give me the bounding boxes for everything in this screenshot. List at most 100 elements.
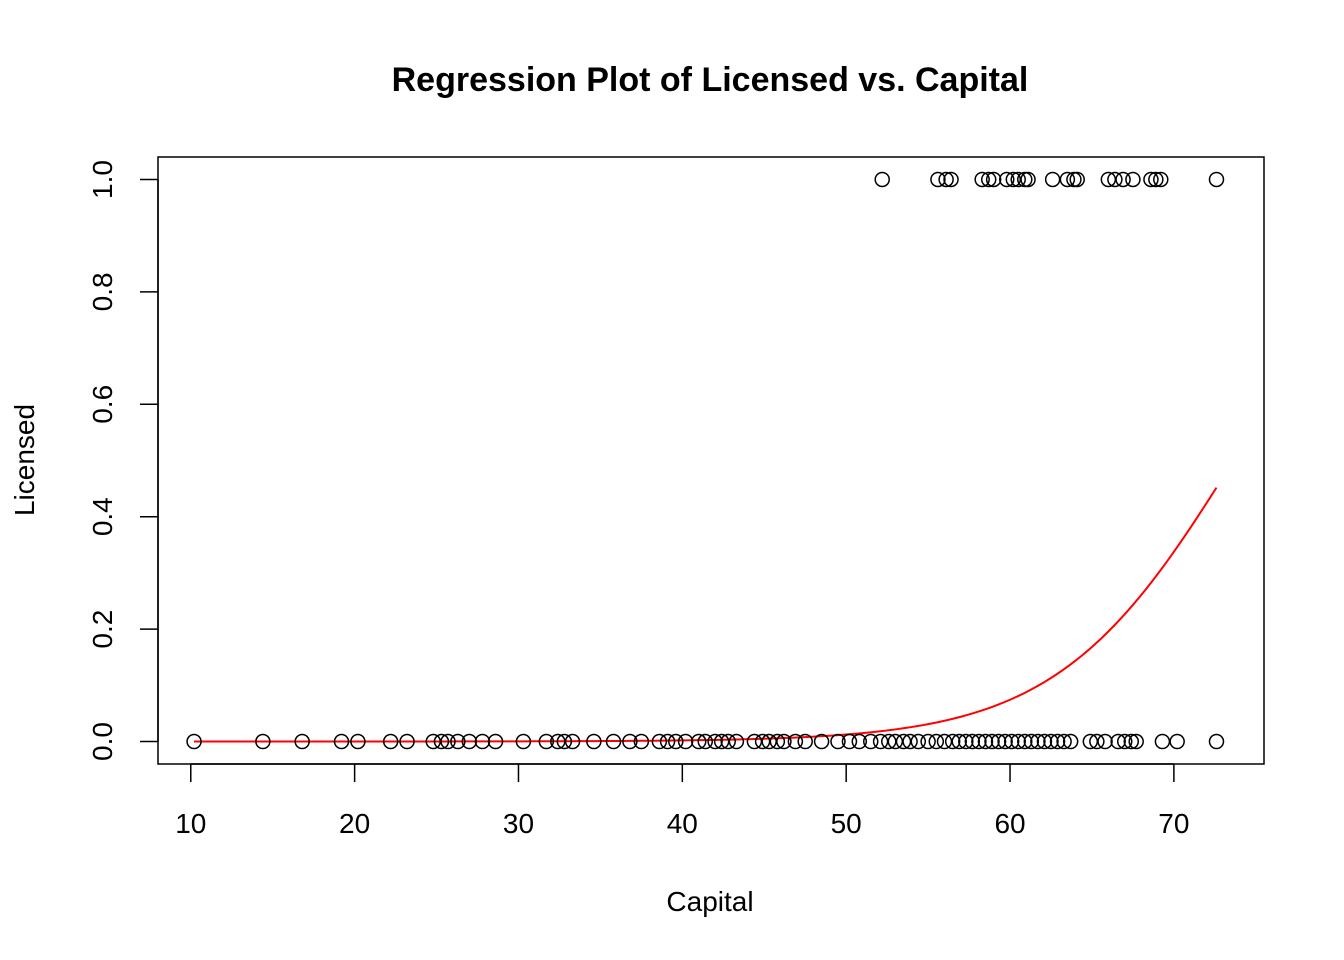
- x-axis-label: Capital: [666, 886, 753, 917]
- data-point: [433, 733, 450, 750]
- x-tick-label: 20: [339, 808, 370, 839]
- data-point: [1107, 171, 1123, 188]
- data-point: [333, 733, 350, 750]
- data-point: [1056, 733, 1072, 750]
- chart-title: Regression Plot of Licensed vs. Capital: [392, 61, 1029, 99]
- data-point: [564, 733, 581, 750]
- data-point: [1208, 171, 1225, 188]
- data-point: [668, 733, 684, 750]
- data-point: [1089, 733, 1105, 750]
- data-point: [928, 733, 945, 750]
- data-point: [1097, 733, 1113, 750]
- data-point: [720, 733, 736, 750]
- y-axis: 0.0 0.2 0.4 0.6 0.8 1.0: [87, 160, 159, 761]
- x-tick-label: 10: [175, 808, 206, 839]
- data-point: [1010, 733, 1026, 750]
- x-tick-label: 30: [503, 808, 534, 839]
- data-point: [851, 733, 868, 750]
- fit-curve: [194, 487, 1218, 743]
- data-point: [515, 733, 532, 750]
- data-point: [872, 733, 889, 750]
- data-point: [813, 733, 830, 750]
- data-point: [1069, 171, 1085, 188]
- data-point: [690, 733, 707, 750]
- data-point: [728, 733, 745, 750]
- y-tick-label: 0.8: [87, 272, 118, 311]
- data-point: [910, 733, 927, 750]
- data-point: [659, 733, 676, 750]
- x-tick-label: 60: [994, 808, 1025, 839]
- x-tick-label: 70: [1158, 808, 1189, 839]
- data-point: [382, 733, 399, 750]
- x-axis: 10 20 30 40 50 60 70: [175, 763, 1189, 839]
- data-point: [461, 733, 478, 750]
- data-point: [1010, 171, 1026, 188]
- data-point: [944, 733, 961, 750]
- data-point: [440, 733, 456, 750]
- data-point: [1208, 733, 1225, 750]
- data-point: [1043, 733, 1059, 750]
- data-point: [633, 733, 650, 750]
- data-point: [707, 733, 723, 750]
- data-point: [999, 171, 1015, 188]
- data-point: [556, 733, 573, 750]
- data-point: [1125, 171, 1141, 188]
- data-point: [1023, 733, 1040, 750]
- data-point: [1123, 733, 1140, 750]
- data-point: [1110, 733, 1126, 750]
- data-point: [797, 733, 813, 750]
- y-tick-label: 1.0: [87, 160, 118, 199]
- data-point: [874, 171, 890, 188]
- data-point: [769, 733, 786, 750]
- data-point: [841, 733, 858, 750]
- data-point: [902, 733, 918, 750]
- data-point: [1115, 171, 1131, 188]
- data-point: [1116, 733, 1133, 750]
- data-point: [487, 733, 504, 750]
- data-point: [651, 733, 668, 750]
- data-point: [1044, 171, 1061, 188]
- data-point: [1148, 171, 1164, 188]
- data-point: [863, 733, 879, 750]
- data-point: [938, 171, 954, 188]
- data-point: [990, 733, 1007, 750]
- data-point: [997, 733, 1013, 750]
- data-point: [971, 733, 987, 750]
- data-point: [958, 733, 974, 750]
- data-point: [980, 171, 997, 188]
- data-point: [697, 733, 714, 750]
- data-point: [677, 733, 694, 750]
- data-point: [936, 733, 953, 750]
- data-point: [186, 733, 202, 750]
- x-tick-label: 50: [831, 808, 862, 839]
- data-point: [1017, 733, 1033, 750]
- data-point: [538, 733, 555, 750]
- fit-curve-layer: [194, 487, 1218, 743]
- plot-frame: [157, 156, 1265, 765]
- data-point: [930, 171, 946, 188]
- data-point: [1036, 733, 1053, 750]
- y-tick-label: 0.4: [87, 497, 118, 536]
- y-tick-label: 0.6: [87, 385, 118, 424]
- data-point: [1020, 171, 1036, 188]
- data-point: [984, 733, 1000, 750]
- data-point: [787, 733, 804, 750]
- data-point: [943, 171, 959, 188]
- data-point: [255, 733, 271, 750]
- data-point: [1128, 733, 1144, 750]
- data-point: [1030, 733, 1046, 750]
- data-point: [964, 733, 981, 750]
- data-point: [1049, 733, 1066, 750]
- data-point: [1143, 171, 1159, 188]
- data-point: [1003, 733, 1020, 750]
- data-point: [622, 733, 638, 750]
- data-point: [605, 733, 622, 750]
- x-tick-label: 40: [667, 808, 698, 839]
- data-point: [294, 733, 310, 750]
- data-point: [1062, 733, 1079, 750]
- data-point: [1154, 733, 1171, 750]
- data-point: [951, 733, 967, 750]
- data-point: [920, 733, 936, 750]
- data-point: [746, 733, 763, 750]
